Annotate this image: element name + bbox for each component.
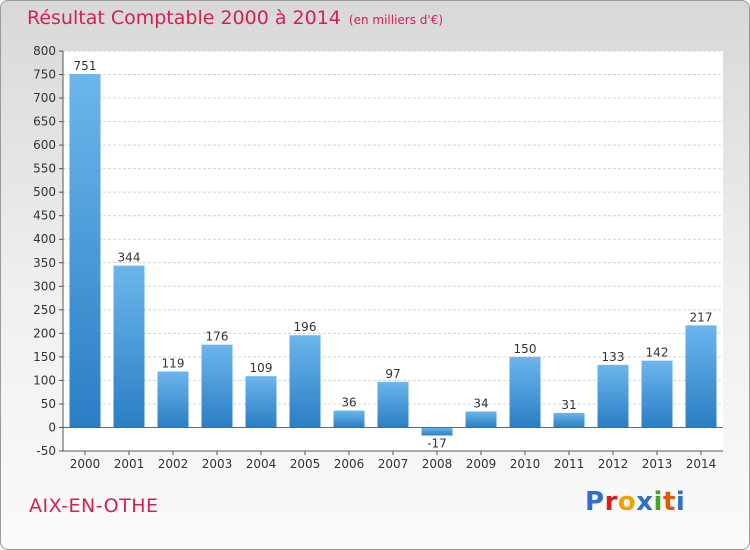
x-tick-label: 2012	[598, 457, 629, 471]
bar	[641, 360, 673, 428]
logo-letter: r	[604, 487, 618, 517]
y-tick-label: 750	[33, 68, 56, 82]
x-tick-label: 2007	[378, 457, 409, 471]
y-tick-label: 700	[33, 91, 56, 105]
bar	[289, 335, 321, 428]
data-label: 142	[646, 346, 669, 360]
data-label: 344	[118, 251, 141, 265]
x-tick-label: 2010	[510, 457, 541, 471]
place-name: AIX-EN-OTHE	[29, 495, 159, 517]
x-tick-label: 2008	[422, 457, 453, 471]
data-label: 217	[690, 310, 713, 324]
logo-letter: o	[617, 487, 637, 517]
bar	[553, 412, 585, 428]
x-tick-label: 2014	[686, 457, 717, 471]
logo-letter: t	[662, 487, 676, 517]
x-tick-label: 2009	[466, 457, 497, 471]
bar	[201, 344, 233, 428]
y-tick-label: 350	[33, 256, 56, 270]
bar	[421, 427, 453, 436]
x-tick-label: 2013	[642, 457, 673, 471]
x-tick-label: 2006	[334, 457, 365, 471]
y-tick-label: 600	[33, 138, 56, 152]
bar	[509, 356, 541, 428]
y-tick-label: 450	[33, 209, 56, 223]
data-label: 133	[602, 350, 625, 364]
y-tick-label: 400	[33, 232, 56, 246]
data-labels: 751 344 119 176 109 196 36 97 -17 34 150 31 133 142 21…	[74, 59, 713, 450]
bar	[465, 411, 497, 428]
data-label: 150	[514, 342, 537, 356]
y-tick-label: 300	[33, 279, 56, 293]
y-tick-label: 150	[33, 350, 56, 364]
unit-note: (en milliers d'€)	[348, 13, 444, 27]
y-tick-label: 50	[41, 397, 56, 411]
bar	[69, 74, 101, 428]
y-tick-label: 250	[33, 303, 56, 317]
x-tick-labels: 2000 2001 2002 2003 2004 2005 2006 2007 2008 2009…	[70, 457, 717, 471]
data-label: 31	[561, 398, 576, 412]
data-label: 176	[206, 330, 229, 344]
bar	[333, 410, 365, 428]
y-tick-label: 200	[33, 326, 56, 340]
y-tick-label: 0	[48, 420, 56, 434]
chart-title: Résultat Comptable 2000 à 2014 (en millie…	[27, 7, 443, 29]
data-label: 751	[74, 59, 97, 73]
x-tick-label: 2001	[114, 457, 145, 471]
x-tick-label: 2002	[158, 457, 189, 471]
proxiti-logo: Proxiti	[585, 487, 685, 517]
y-tick-label: 650	[33, 115, 56, 129]
logo-letter: i	[675, 487, 686, 517]
y-tick-label: 800	[33, 44, 56, 58]
data-label: 97	[385, 367, 400, 381]
x-tick-label: 2011	[554, 457, 585, 471]
bars	[69, 74, 717, 455]
logo-letter: P	[585, 487, 605, 517]
data-label: -17	[427, 436, 447, 450]
bar	[685, 325, 717, 428]
logo-letter: x	[636, 487, 654, 517]
x-tick-label: 2004	[246, 457, 277, 471]
y-tick-label: -50	[36, 444, 56, 458]
bar	[597, 364, 629, 428]
bar	[245, 376, 277, 428]
y-tick-label: 100	[33, 373, 56, 387]
y-tick-label: 500	[33, 185, 56, 199]
x-tick-label: 2003	[202, 457, 233, 471]
logo-letter: i	[653, 487, 663, 517]
data-label: 196	[294, 320, 317, 334]
y-tick-labels: -50 0 50 100 150 200 250 300 350 400 450 500 550 600 6…	[33, 44, 56, 458]
y-tick-label: 550	[33, 162, 56, 176]
bar	[157, 371, 189, 428]
bar	[377, 381, 409, 428]
data-label: 109	[250, 361, 273, 375]
data-label: 119	[162, 356, 185, 370]
x-tick-label: 2005	[290, 457, 321, 471]
data-label: 34	[473, 396, 488, 410]
data-label: 36	[341, 396, 356, 410]
bar	[113, 265, 145, 428]
title-text: Résultat Comptable 2000 à 2014	[27, 7, 341, 29]
axes	[62, 51, 723, 452]
x-tick-label: 2000	[70, 457, 101, 471]
